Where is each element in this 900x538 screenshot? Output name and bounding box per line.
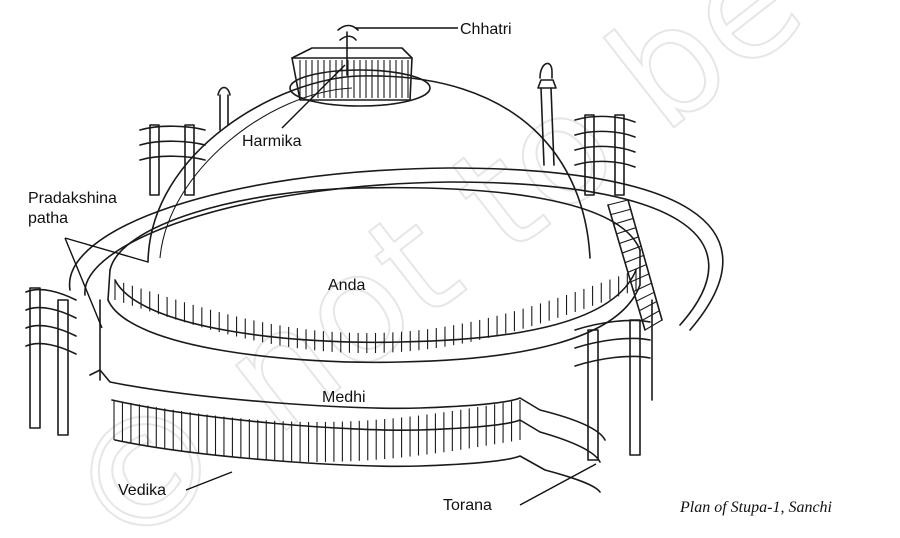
leader-harmika	[281, 64, 346, 129]
torana-left-front	[25, 287, 77, 436]
leader-torana	[519, 463, 597, 506]
stairway	[607, 199, 663, 331]
harmika	[289, 47, 431, 107]
label-torana: Torana	[443, 497, 492, 514]
label-pradakshina-line1: Pradakshina	[28, 190, 117, 207]
pillar-left	[217, 86, 231, 131]
caption-part2: 1, Sanchi	[772, 499, 832, 516]
vedika-railing	[89, 369, 606, 493]
leader-pradakshina-b	[64, 237, 103, 329]
figure-caption: Plan of Stupa-1, Sanchi	[679, 499, 832, 516]
medhi-drum	[99, 299, 653, 401]
label-harmika: Harmika	[242, 133, 302, 150]
label-pradakshina-line2: patha	[28, 210, 68, 227]
label-anda: Anda	[328, 277, 365, 294]
label-vedika: Vedika	[118, 482, 166, 499]
torana-right-back	[574, 114, 636, 196]
watermark: © not to be re	[35, 0, 900, 538]
leader-pradakshina-a	[64, 237, 149, 263]
upper-terrace-railing	[107, 186, 641, 364]
ashoka-pillar-right	[537, 62, 557, 166]
leader-vedika	[185, 471, 233, 491]
caption-part1: Plan of Stupa-	[679, 499, 772, 516]
torana-left-back	[139, 124, 206, 196]
leader-lines	[64, 27, 597, 506]
label-chhatri: Chhatri	[460, 21, 512, 38]
torana-right-front	[574, 319, 651, 461]
label-medhi: Medhi	[322, 389, 366, 406]
